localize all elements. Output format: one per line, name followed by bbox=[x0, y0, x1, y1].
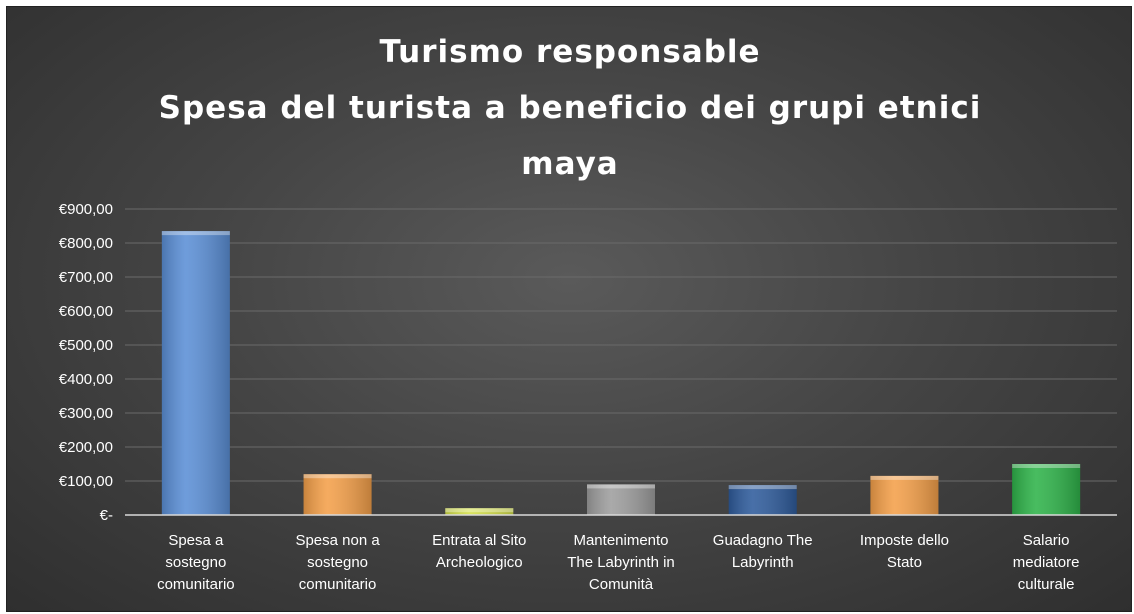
bar-highlight bbox=[303, 474, 372, 479]
grid-lines bbox=[125, 208, 1117, 482]
chart-title: Turismo responsable Spesa del turista a … bbox=[159, 34, 982, 182]
chart-frame: Turismo responsable Spesa del turista a … bbox=[6, 6, 1132, 612]
y-axis-tick-labels: €- €100,00 €200,00 €300,00 €400,00 €500,00 €60… bbox=[59, 201, 113, 524]
x-tick-label: Salario bbox=[1023, 532, 1070, 549]
x-tick-label: Spesa non a bbox=[295, 532, 380, 549]
bar-highlight bbox=[728, 485, 797, 490]
bar-highlight bbox=[161, 231, 230, 236]
y-tick-label: €400,00 bbox=[59, 371, 113, 388]
x-tick-label: Imposte dello bbox=[860, 532, 949, 549]
x-tick-label: sostegno bbox=[307, 554, 368, 571]
bar-highlight bbox=[870, 475, 939, 480]
chart-title-line-3: maya bbox=[521, 146, 618, 182]
bars bbox=[161, 231, 1081, 515]
y-tick-label: €- bbox=[100, 507, 113, 524]
x-tick-label: The Labyrinth in bbox=[567, 554, 675, 571]
x-tick-label: Spesa a bbox=[168, 532, 224, 549]
y-tick-label: €200,00 bbox=[59, 439, 113, 456]
bar-shading bbox=[445, 508, 514, 515]
x-tick-label: comunitario bbox=[157, 576, 235, 593]
x-tick-label: Labyrinth bbox=[732, 554, 794, 571]
chart-title-line-1: Turismo responsable bbox=[379, 34, 760, 70]
y-tick-label: €100,00 bbox=[59, 473, 113, 490]
bar-shading bbox=[870, 475, 939, 515]
x-tick-label: Archeologico bbox=[436, 554, 523, 571]
y-tick-label: €800,00 bbox=[59, 235, 113, 252]
x-tick-label: Stato bbox=[887, 554, 922, 571]
y-tick-label: €700,00 bbox=[59, 269, 113, 286]
x-tick-label: mediatore bbox=[1013, 554, 1080, 571]
category-labels: Spesa a sostegno comunitario Spesa non a sos… bbox=[157, 532, 1079, 593]
bar-shading bbox=[303, 474, 372, 515]
x-tick-label: culturale bbox=[1018, 576, 1075, 593]
x-tick-label: sostegno bbox=[165, 554, 226, 571]
x-tick-label: Entrata al Sito bbox=[432, 532, 526, 549]
y-tick-label: €600,00 bbox=[59, 303, 113, 320]
y-tick-label: €500,00 bbox=[59, 337, 113, 354]
bar-highlight bbox=[587, 484, 655, 489]
bar-shading bbox=[587, 484, 655, 515]
bar-highlight bbox=[1012, 464, 1081, 468]
x-tick-label: Guadagno The bbox=[713, 532, 813, 549]
y-tick-label: €900,00 bbox=[59, 201, 113, 218]
bar-shading bbox=[728, 485, 797, 515]
y-tick-label: €300,00 bbox=[59, 405, 113, 422]
chart-svg: Turismo responsable Spesa del turista a … bbox=[59, 34, 1117, 593]
bar-shading bbox=[1012, 464, 1081, 515]
bar-highlight bbox=[445, 508, 514, 513]
x-tick-label: comunitario bbox=[299, 576, 377, 593]
bar-shading bbox=[161, 231, 230, 515]
x-tick-label: Mantenimento bbox=[573, 532, 668, 549]
chart-title-line-2: Spesa del turista a beneficio dei grupi … bbox=[159, 90, 982, 126]
x-tick-label: Comunità bbox=[589, 576, 654, 593]
